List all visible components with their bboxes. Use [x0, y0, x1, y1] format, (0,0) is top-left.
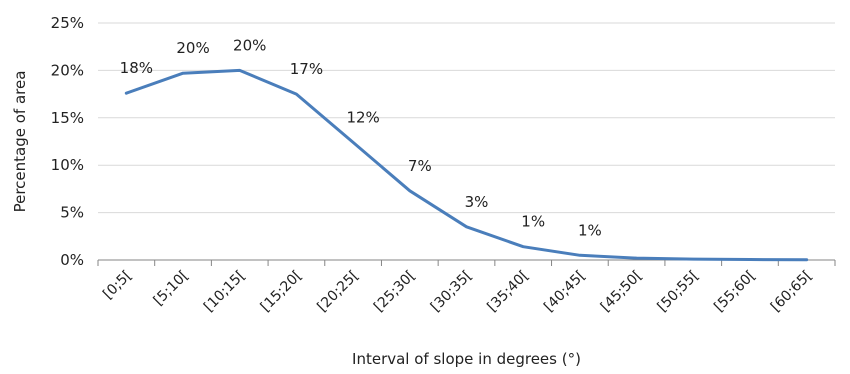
data-label: 20%	[233, 36, 266, 54]
x-tick-label: [20;25[	[314, 268, 362, 316]
y-tick-label: 25%	[51, 14, 84, 32]
x-tick-label: [35;40[	[484, 268, 532, 316]
x-axis-title: Interval of slope in degrees (°)	[352, 350, 581, 368]
data-label: 1%	[521, 213, 545, 231]
y-tick-label: 20%	[51, 61, 84, 79]
x-tick-label: [45;50[	[598, 268, 646, 316]
x-tick-label: [10;15[	[201, 268, 249, 316]
x-tick-label: [25;30[	[371, 268, 419, 316]
x-tick-label: [5;10[	[151, 268, 192, 309]
data-label: 12%	[346, 108, 379, 126]
data-label: 1%	[578, 221, 602, 239]
x-tick-label: [50;55[	[655, 268, 703, 316]
data-label: 3%	[465, 193, 489, 211]
series-line	[124, 68, 809, 262]
x-tick-label: [0;5[	[100, 268, 135, 303]
data-label: 17%	[290, 60, 323, 78]
data-label: 20%	[176, 39, 209, 57]
data-labels: 18% 20% 20% 17% 12% 7% 3% 1% 1%	[120, 36, 602, 239]
x-tick-label: [30;35[	[428, 268, 476, 316]
y-tick-label: 15%	[51, 109, 84, 127]
x-tick-label: [60;65[	[768, 268, 816, 316]
y-axis-title: Percentage of area	[11, 71, 29, 213]
x-axis-ticks: [0;5[[5;10[[10;15[[15;20[[20;25[[25;30[[…	[97, 260, 836, 316]
x-tick-label: [15;20[	[258, 268, 306, 316]
series	[124, 68, 809, 262]
y-tick-label: 10%	[51, 156, 84, 174]
x-tick-label: [55;60[	[711, 268, 759, 316]
y-tick-label: 5%	[60, 204, 84, 222]
data-label: 18%	[120, 59, 153, 77]
y-axis-ticks: 0% 5% 10% 15% 20% 25%	[51, 14, 84, 269]
data-label: 7%	[408, 157, 432, 175]
y-tick-label: 0%	[60, 251, 84, 269]
x-tick-label: [40;45[	[541, 268, 589, 316]
